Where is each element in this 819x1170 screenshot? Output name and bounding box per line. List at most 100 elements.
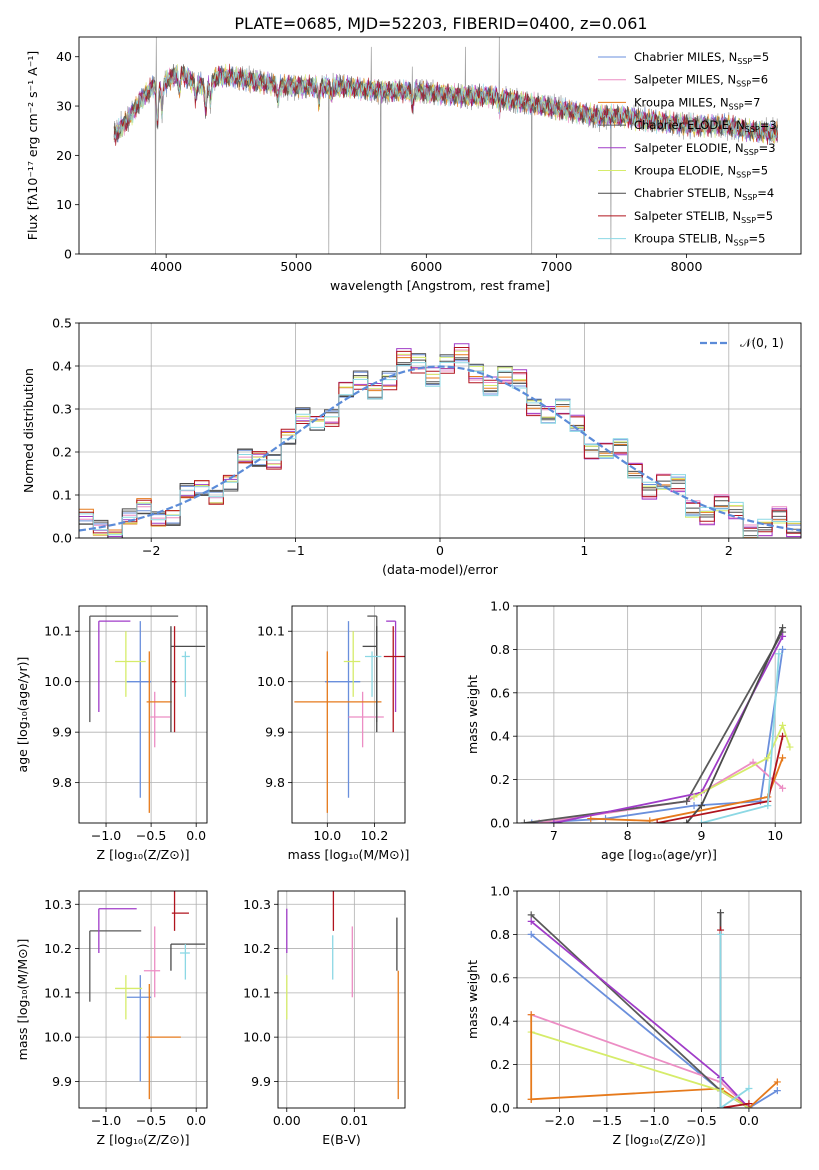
x-tick-label: 0.00: [273, 1113, 301, 1128]
massweight-marker-chabrier_miles: [779, 645, 787, 653]
legend-value: =7: [744, 95, 761, 109]
y-tick-label: 10.0: [44, 1030, 72, 1045]
y-tick-label: 9.9: [265, 725, 285, 740]
x-axis-label: wavelength [Angstrom, rest frame]: [330, 278, 550, 293]
y-tick-label: 10.0: [243, 1030, 271, 1045]
y-tick-label: 10.2: [243, 941, 271, 956]
y-tick-label: 10.1: [44, 985, 72, 1000]
spectrum-plot-area: [113, 37, 778, 254]
y-tick-label: 9.9: [52, 1074, 72, 1089]
age_vs_Z-plot-area: [89, 615, 206, 813]
x-tick-label: −2: [142, 543, 160, 558]
massweight-marker-kroupa_miles: [527, 1095, 535, 1103]
x-tick-label: 10.2: [360, 828, 388, 843]
legend-text: Chabrier ELODIE, N: [634, 118, 745, 132]
y-tick-label: 10: [56, 197, 72, 212]
legend-label-kroupa_stelib: Kroupa STELIB, NSSP=5: [634, 232, 765, 248]
massweight-marker-chabrier_miles: [527, 930, 535, 938]
y-tick-label: 9.8: [265, 775, 285, 790]
massweight-line-salpeter_miles: [530, 1013, 750, 1108]
y-axis-label: age [log₁₀(age/yr)]: [15, 657, 30, 773]
y-tick-label: 0.6: [490, 970, 510, 985]
massweight-marker-salpeter_miles: [749, 758, 757, 766]
massweight-marker-salpeter_elodie: [527, 917, 535, 925]
y-tick-label: 10.2: [44, 941, 72, 956]
massweight-marker-kroupa_miles: [527, 1011, 535, 1019]
massweight-marker-kroupa_stelib: [697, 819, 705, 823]
legend-text: Salpeter ELODIE, N: [634, 141, 744, 155]
x-tick-label: −2.0: [544, 1113, 574, 1128]
massweight-marker-salpeter_elodie: [779, 632, 787, 640]
y-axis-label: mass weight: [465, 675, 480, 754]
mass_vs_Z-panel: −1.0 −0.5 0.0 9.9 10.0 10.1 10.2 10.3 Z [log₁₀(Z…: [15, 890, 208, 1147]
legend-label-salpeter_miles: Salpeter MILES, NSSP=6: [634, 73, 768, 89]
y-axis-label: mass weight: [465, 960, 480, 1039]
legend-text: Kroupa MILES, N: [634, 95, 729, 109]
x-tick-label: 6000: [410, 259, 442, 274]
x-tick-label: −0.5: [136, 1113, 166, 1128]
y-tick-label: 0.4: [490, 729, 510, 744]
x-tick-label: 0.01: [340, 1113, 368, 1128]
massweight-line-kroupa_elodie: [693, 722, 791, 798]
x-axis-label: Z [log₁₀(Z/Z⊙)]: [97, 847, 190, 862]
mass_vs_ebv-plot-area: [286, 891, 399, 1100]
legend-text: Chabrier STELIB, N: [634, 186, 742, 200]
x-tick-label: 9: [697, 828, 705, 843]
legend-label-chabrier_miles: Chabrier MILES, NSSP=5: [634, 50, 769, 66]
legend-text: Kroupa ELODIE, N: [634, 164, 736, 178]
y-tick-label: 30: [56, 99, 72, 114]
y-axis-label: Normed distribution: [21, 368, 36, 493]
x-axis-label: age [log₁₀(age/yr)]: [601, 847, 717, 862]
y-tick-label: 1.0: [490, 599, 510, 614]
hist-series-kroupa_stelib: [79, 361, 801, 538]
x-tick-label: 0.0: [186, 1113, 206, 1128]
x-tick-label: 7: [550, 828, 558, 843]
y-tick-label: 9.9: [52, 725, 72, 740]
massweight-marker-chabrier_miles: [528, 819, 536, 823]
x-tick-label: 8: [624, 828, 632, 843]
massweight-marker-kroupa_miles: [587, 815, 595, 823]
y-tick-label: 0.6: [490, 685, 510, 700]
y-tick-label: 20: [56, 148, 72, 163]
legend-text: Kroupa STELIB, N: [634, 232, 734, 246]
legend-subscript: SSP: [742, 193, 757, 202]
massweight-marker-chabrier_miles: [690, 802, 698, 810]
legend-label-kroupa_miles: Kroupa MILES, NSSP=7: [634, 95, 760, 111]
legend-subscript: SSP: [741, 216, 756, 225]
legend-subscript: SSP: [729, 102, 744, 111]
y-tick-label: 0.2: [52, 445, 72, 460]
x-tick-label: 10: [767, 828, 783, 843]
y-tick-label: 0.4: [490, 1014, 510, 1029]
y-tick-label: 0.3: [52, 402, 72, 417]
y-tick-label: 0.2: [490, 1057, 510, 1072]
y-tick-label: 0.1: [52, 488, 72, 503]
x-tick-label: 1: [580, 543, 588, 558]
massweight-marker-chabrier_stelib: [697, 802, 705, 810]
massweight-line-kroupa_stelib: [719, 934, 750, 1108]
axes-frame: [291, 605, 406, 824]
massweight_vs_age-panel: 7 8 9 10 0.0 0.2 0.4 0.6 0.8 1.0 age [log₁₀(age/yr…: [465, 599, 802, 862]
x-tick-label: −1.0: [91, 1113, 121, 1128]
x-tick-label: 5000: [280, 259, 312, 274]
massweight-marker-kroupa_elodie: [764, 754, 772, 762]
x-axis-label: Z [log₁₀(Z/Z⊙)]: [613, 1132, 706, 1147]
massweight-marker-kroupa_elodie: [779, 721, 787, 729]
massweight-marker-salpeter_stelib: [745, 1100, 753, 1108]
y-tick-label: 0.0: [490, 1101, 510, 1116]
legend-text: Chabrier MILES, N: [634, 50, 737, 64]
x-axis-label: (data-model)/error: [382, 562, 499, 577]
x-tick-label: 2: [725, 543, 733, 558]
massweight-marker-kroupa_elodie: [786, 743, 794, 751]
massweight-marker-chabrier_stelib: [683, 819, 691, 823]
legend-value: =5: [756, 209, 773, 223]
y-tick-label: 0.5: [52, 316, 72, 331]
massweight-marker-salpeter_stelib: [779, 732, 787, 740]
massweight-marker-chabrier_stelib: [779, 624, 787, 632]
massweight-marker-chabrier_elodie: [527, 911, 535, 919]
legend-value: =3: [760, 118, 777, 132]
axes-frame: [78, 36, 802, 255]
age_vs_mass-plot-area: [294, 615, 405, 813]
model-spectrum-kroupa_stelib: [113, 65, 778, 142]
massweight-marker-chabrier_elodie: [520, 819, 528, 823]
